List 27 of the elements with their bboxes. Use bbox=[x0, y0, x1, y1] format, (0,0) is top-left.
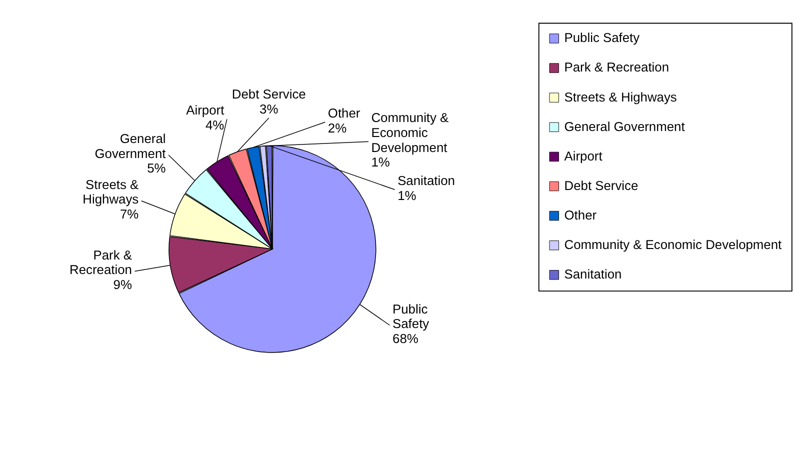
data-label: 4% bbox=[205, 117, 225, 132]
slice-label: Airport bbox=[186, 102, 225, 118]
slice-label: Community & Economic Development bbox=[371, 110, 450, 155]
legend-label: Park & Recreation bbox=[564, 60, 670, 75]
slice-label: Debt Service bbox=[232, 86, 306, 102]
data-label: 1% bbox=[371, 154, 390, 170]
legend-label: Streets & Highways bbox=[564, 89, 677, 104]
legend-label: Community & Economic Development bbox=[564, 237, 782, 252]
slice-label: Public Safety bbox=[392, 301, 430, 332]
data-label: 7% bbox=[120, 206, 140, 222]
slice-label: Streets & Highways bbox=[82, 176, 140, 207]
legend-label: Public Safety bbox=[564, 30, 640, 46]
slice-label: Sanitation bbox=[398, 173, 455, 188]
data-label: 2% bbox=[328, 120, 348, 136]
legend-label: Debt Service bbox=[564, 178, 638, 193]
slice-label: Other bbox=[328, 105, 361, 120]
data-label: 5% bbox=[147, 160, 166, 176]
data-label: 3% bbox=[260, 101, 279, 116]
legend-label: Other bbox=[564, 207, 598, 222]
slice-label: General Government bbox=[94, 130, 166, 161]
legend-label: Sanitation bbox=[564, 266, 622, 282]
slice-label: Park & Recreation bbox=[70, 247, 132, 278]
legend-label: Airport bbox=[564, 148, 603, 164]
data-label: 68% bbox=[392, 330, 419, 346]
data-label: 1% bbox=[398, 188, 417, 203]
data-label: 9% bbox=[113, 276, 132, 292]
legend-label: General Government bbox=[564, 118, 686, 134]
